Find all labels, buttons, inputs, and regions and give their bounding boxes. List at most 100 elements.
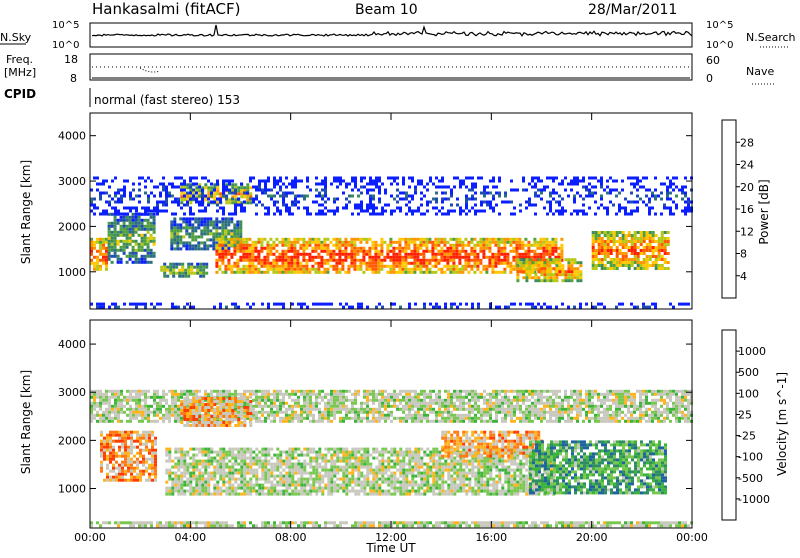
heatmap-cell	[144, 213, 147, 216]
heatmap-cell	[612, 393, 615, 396]
heatmap-cell	[392, 262, 395, 265]
heatmap-cell	[456, 306, 459, 309]
heatmap-cell	[672, 411, 675, 414]
heatmap-cell	[663, 420, 666, 423]
heatmap-cell	[156, 408, 159, 411]
heatmap-cell	[177, 414, 180, 417]
heatmap-cell	[555, 405, 558, 408]
heatmap-cell	[477, 210, 480, 213]
heatmap-cell	[210, 186, 213, 189]
heatmap-cell	[163, 266, 166, 269]
heatmap-cell	[417, 417, 420, 420]
heatmap-cell	[163, 272, 166, 275]
heatmap-cell	[594, 408, 597, 411]
heatmap-cell	[392, 256, 395, 259]
heatmap-cell	[474, 417, 477, 420]
heatmap-cell	[585, 189, 588, 192]
heatmap-cell	[545, 247, 548, 250]
heatmap-cell	[417, 183, 420, 186]
heatmap-cell	[567, 273, 570, 276]
heatmap-cell	[182, 241, 185, 244]
heatmap-cell	[600, 420, 603, 423]
heatmap-cell	[359, 247, 362, 250]
heatmap-cell	[561, 198, 564, 201]
heatmap-cell	[266, 265, 269, 268]
heatmap-cell	[405, 414, 408, 417]
heatmap-cell	[655, 264, 658, 267]
heatmap-cell	[327, 210, 330, 213]
heatmap-cell	[227, 262, 230, 265]
heatmap-cell	[492, 198, 495, 201]
heatmap-cell	[429, 177, 432, 180]
heatmap-cell	[453, 303, 456, 306]
heatmap-cell	[108, 258, 111, 261]
heatmap-cell	[138, 249, 141, 252]
heatmap-cell	[378, 390, 381, 393]
heatmap-cell	[543, 303, 546, 306]
heatmap-cell	[607, 261, 610, 264]
heatmap-cell	[672, 408, 675, 411]
heatmap-cell	[291, 186, 294, 189]
heatmap-cell	[171, 390, 174, 393]
heatmap-cell	[276, 210, 279, 213]
heatmap-cell	[300, 417, 303, 420]
heatmap-cell	[548, 250, 551, 253]
heatmap-cell	[681, 411, 684, 414]
heatmap-cell	[243, 390, 246, 393]
heatmap-cell	[468, 408, 471, 411]
heatmap-cell	[473, 250, 476, 253]
heatmap-cell	[312, 393, 315, 396]
heatmap-cell	[606, 393, 609, 396]
heatmap-cell	[285, 393, 288, 396]
heatmap-cell	[452, 250, 455, 253]
heatmap-cell	[539, 244, 542, 247]
heatmap-cell	[453, 390, 456, 393]
heatmap-cell	[159, 183, 162, 186]
heatmap-cell	[615, 414, 618, 417]
heatmap-cell	[519, 204, 522, 207]
heatmap-cell	[188, 226, 191, 229]
heatmap-cell	[384, 390, 387, 393]
heatmap-cell	[371, 259, 374, 262]
heatmap-cell	[579, 261, 582, 264]
heatmap-cell	[681, 198, 684, 201]
heatmap-cell	[318, 183, 321, 186]
heatmap-cell	[533, 238, 536, 241]
heatmap-cell	[102, 253, 105, 256]
heatmap-cell	[422, 250, 425, 253]
heatmap-cell	[258, 390, 261, 393]
heatmap-cell	[270, 195, 273, 198]
heatmap-cell	[675, 390, 678, 393]
heatmap-cell	[622, 234, 625, 237]
heatmap-cell	[567, 411, 570, 414]
heatmap-cell	[410, 268, 413, 271]
heatmap-cell	[345, 186, 348, 189]
heatmap-cell	[348, 411, 351, 414]
heatmap-cell	[506, 259, 509, 262]
heatmap-cell	[267, 399, 270, 402]
heatmap-cell	[450, 417, 453, 420]
heatmap-cell	[661, 231, 664, 234]
heatmap-cell	[408, 399, 411, 402]
heatmap-cell	[318, 417, 321, 420]
heatmap-cell	[237, 306, 240, 309]
heatmap-cell	[423, 186, 426, 189]
heatmap-cell	[510, 180, 513, 183]
heatmap-cell	[297, 420, 300, 423]
heatmap-cell	[201, 177, 204, 180]
heatmap-cell	[368, 250, 371, 253]
heatmap-cell	[419, 238, 422, 241]
heatmap-cell	[120, 402, 123, 405]
heatmap-cell	[631, 243, 634, 246]
heatmap-cell	[444, 213, 447, 216]
heatmap-cell	[666, 186, 669, 189]
heatmap-cell	[592, 252, 595, 255]
heatmap-cell	[429, 201, 432, 204]
heatmap-cell	[309, 396, 312, 399]
heatmap-cell	[392, 253, 395, 256]
heatmap-cell	[165, 198, 168, 201]
heatmap-cell	[293, 256, 296, 259]
heatmap-cell	[606, 180, 609, 183]
heatmap-cell	[120, 213, 123, 216]
heatmap-cell	[197, 220, 200, 223]
